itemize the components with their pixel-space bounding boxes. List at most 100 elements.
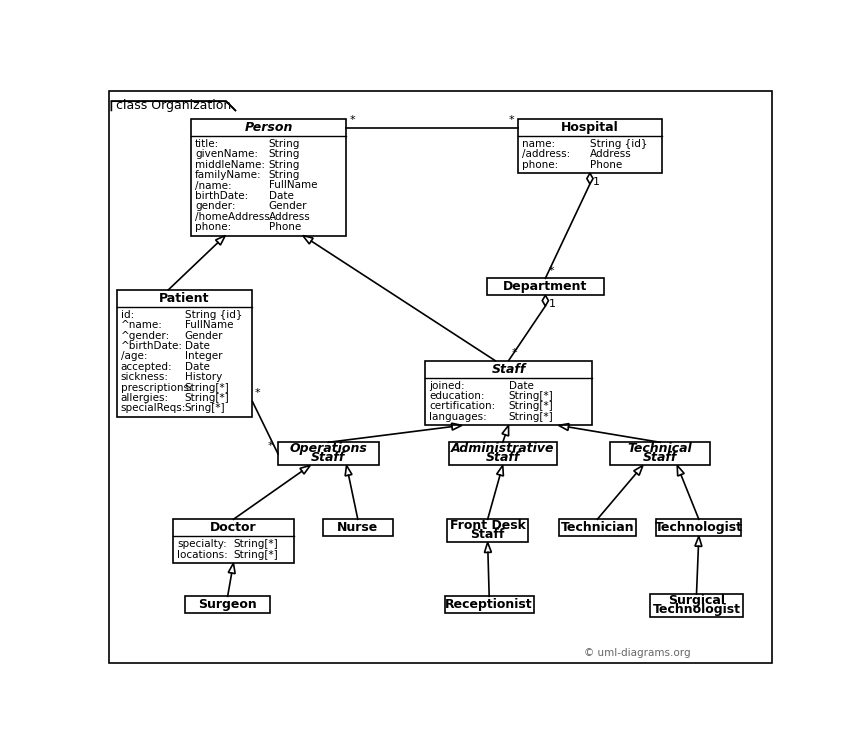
Text: /address:: /address: [522, 149, 570, 159]
Text: Staff: Staff [491, 362, 525, 376]
Text: String: String [268, 170, 300, 180]
Text: String: String [268, 160, 300, 170]
FancyBboxPatch shape [447, 519, 528, 542]
Text: Administrative: Administrative [451, 442, 555, 455]
FancyBboxPatch shape [112, 101, 236, 111]
Text: /name:: /name: [195, 181, 231, 190]
Text: Phone: Phone [268, 222, 301, 232]
Text: Date: Date [508, 381, 533, 391]
Text: Date: Date [268, 191, 293, 201]
FancyBboxPatch shape [278, 442, 378, 465]
Text: birthDate:: birthDate: [195, 191, 249, 201]
Text: ^name:: ^name: [120, 320, 163, 330]
FancyBboxPatch shape [610, 442, 710, 465]
Text: *: * [512, 348, 517, 359]
Text: Doctor: Doctor [210, 521, 257, 534]
Text: String {id}: String {id} [590, 139, 648, 149]
FancyBboxPatch shape [191, 119, 347, 235]
Text: locations:: locations: [177, 550, 228, 560]
Text: certification:: certification: [429, 401, 495, 412]
FancyBboxPatch shape [449, 442, 557, 465]
Text: History: History [185, 372, 222, 382]
Text: phone:: phone: [195, 222, 231, 232]
Text: title:: title: [195, 139, 219, 149]
Text: Hospital: Hospital [561, 121, 619, 134]
Text: Staff: Staff [486, 451, 520, 464]
FancyBboxPatch shape [174, 519, 293, 563]
Text: Staff: Staff [311, 451, 346, 464]
Text: prescriptions:: prescriptions: [120, 382, 193, 393]
Text: Technologist: Technologist [654, 521, 743, 534]
Text: FullName: FullName [268, 181, 317, 190]
Text: Operations: Operations [290, 442, 367, 455]
Text: class Organization: class Organization [116, 99, 231, 112]
Text: languages:: languages: [429, 412, 487, 422]
Text: String[*]: String[*] [508, 401, 553, 412]
Text: /homeAddress:: /homeAddress: [195, 211, 273, 222]
Text: ^gender:: ^gender: [120, 331, 170, 341]
Text: education:: education: [429, 391, 485, 401]
Text: Gender: Gender [268, 201, 307, 211]
Text: String[*]: String[*] [508, 391, 553, 401]
Text: String[*]: String[*] [185, 382, 230, 393]
Text: Department: Department [503, 280, 587, 294]
FancyBboxPatch shape [650, 594, 743, 617]
Text: Receptionist: Receptionist [445, 598, 533, 611]
Text: String[*]: String[*] [508, 412, 553, 422]
FancyBboxPatch shape [323, 519, 393, 536]
Text: Address: Address [590, 149, 632, 159]
Text: name:: name: [522, 139, 556, 149]
Text: Patient: Patient [159, 292, 210, 305]
Text: specialReqs:: specialReqs: [120, 403, 186, 413]
FancyBboxPatch shape [488, 279, 604, 295]
Text: Date: Date [185, 362, 210, 372]
Text: String: String [268, 139, 300, 149]
Text: String[*]: String[*] [185, 393, 230, 403]
Text: String: String [268, 149, 300, 159]
Text: Technical: Technical [628, 442, 692, 455]
Text: accepted:: accepted: [120, 362, 172, 372]
Text: © uml-diagrams.org: © uml-diagrams.org [584, 648, 691, 658]
Text: ^birthDate:: ^birthDate: [120, 341, 182, 351]
Text: Person: Person [244, 121, 293, 134]
Text: givenName:: givenName: [195, 149, 258, 159]
Text: Address: Address [268, 211, 310, 222]
Text: Surgeon: Surgeon [199, 598, 257, 611]
Text: 1: 1 [593, 177, 600, 187]
Text: Nurse: Nurse [337, 521, 378, 534]
Text: gender:: gender: [195, 201, 236, 211]
Text: Surgical: Surgical [668, 594, 725, 607]
Polygon shape [109, 91, 772, 663]
Text: Integer: Integer [185, 351, 222, 362]
Text: Staff: Staff [643, 451, 678, 464]
Text: *: * [350, 115, 356, 125]
FancyBboxPatch shape [558, 519, 636, 536]
FancyBboxPatch shape [519, 119, 661, 173]
Text: 1: 1 [549, 299, 556, 309]
Text: Sring[*]: Sring[*] [185, 403, 225, 413]
Text: Technician: Technician [561, 521, 634, 534]
FancyBboxPatch shape [117, 290, 253, 417]
Text: joined:: joined: [429, 381, 464, 391]
Text: middleName:: middleName: [195, 160, 265, 170]
Text: *: * [509, 115, 514, 125]
Text: *: * [549, 266, 554, 276]
Text: String[*]: String[*] [233, 539, 278, 549]
Text: specialty:: specialty: [177, 539, 227, 549]
Text: sickness:: sickness: [120, 372, 169, 382]
Text: /age:: /age: [120, 351, 147, 362]
Text: *: * [255, 388, 261, 398]
Text: Phone: Phone [590, 160, 622, 170]
Text: *: * [267, 441, 273, 450]
Text: phone:: phone: [522, 160, 558, 170]
Text: FullName: FullName [185, 320, 233, 330]
Text: Staff: Staff [470, 528, 505, 541]
FancyBboxPatch shape [656, 519, 741, 536]
Text: Date: Date [185, 341, 210, 351]
Text: id:: id: [120, 310, 134, 320]
Text: Gender: Gender [185, 331, 223, 341]
FancyBboxPatch shape [425, 361, 592, 425]
FancyBboxPatch shape [185, 596, 270, 613]
Text: String {id}: String {id} [185, 310, 243, 320]
Text: allergies:: allergies: [120, 393, 169, 403]
